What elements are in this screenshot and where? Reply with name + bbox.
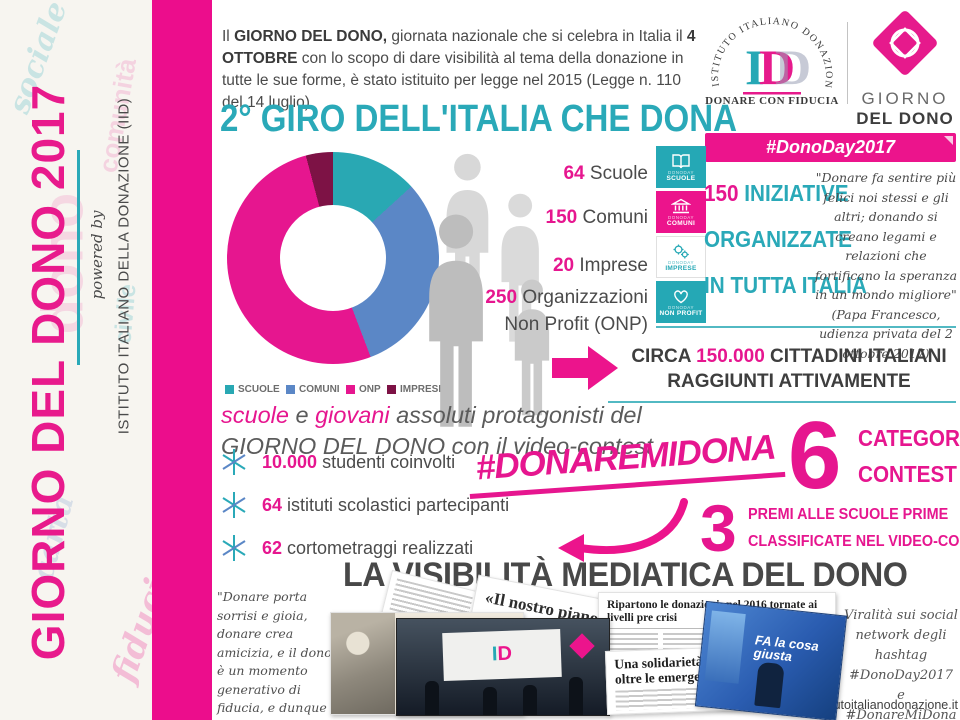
heart-icon [674, 289, 688, 303]
prizes-label-line2: CLASSIFICATE NEL VIDEO-CONTEST [748, 533, 960, 550]
gdd-logo-line1: GIORNO [861, 89, 949, 108]
badge-non-profit: DONODAY NON PROFIT [656, 281, 706, 323]
contest-label: CONTEST [858, 461, 957, 487]
book-icon [672, 153, 690, 168]
badge-comuni: DONODAY COMUNI [656, 191, 706, 233]
person-silhouette [523, 685, 537, 715]
asterisk-icon [222, 492, 246, 518]
chart-legend: SCUOLE COMUNI ONP IMPRESE [225, 384, 445, 395]
bullet-studenti: 10.000 studenti coinvolti [220, 448, 455, 476]
gdd-logo-line2: DEL DONO [856, 109, 954, 128]
legend-swatch [386, 385, 396, 394]
giorno-del-dono-logo: GIORNO DEL DONO [854, 8, 956, 129]
town-hall-icon [671, 198, 691, 213]
bullet-cortometraggi: 62 cortometraggi realizzati [220, 534, 473, 562]
family-silhouettes [429, 153, 550, 427]
person-silhouette [425, 681, 439, 715]
badge-top-label: DONODAY [668, 214, 694, 220]
legend-label: SCUOLE [238, 384, 280, 395]
categories-label: CATEGORIE [858, 425, 960, 451]
legend-item: ONP [345, 384, 381, 395]
iid-tagline: DONARE CON FIDUCIA [705, 95, 839, 107]
legend-item: IMPRESE [386, 384, 445, 395]
category-badges: DONODAY SCUOLE DONODAY COMUNI DONODAY IM… [656, 146, 706, 326]
video-contest-heading: scuole e giovani assoluti protagonisti d… [221, 402, 653, 459]
stat-imprese: 20 Imprese [552, 255, 648, 276]
tv-screenshot-stage: ID [396, 618, 610, 716]
badge-label: NON PROFIT [659, 309, 703, 317]
badge-scuole: DONODAY SCUOLE [656, 146, 706, 188]
donut-chart-hole [280, 205, 386, 311]
clipping-photo [331, 613, 395, 714]
sidebar: sociale comunità dono civile carta fiduc… [0, 0, 152, 720]
powered-by-label: powered by [88, 210, 106, 300]
donoday-ribbon: #DonoDay2017 [705, 133, 956, 162]
pink-accent-bar [152, 0, 212, 720]
organization-label: ISTITUTO ITALIANO DELLA DONAZIONE (IID) [115, 97, 133, 435]
arrow-right-icon [552, 346, 618, 390]
mattarella-quote-text: "Donare porta sorrisi e gioia, donare cr… [217, 589, 332, 720]
sidebar-divider-line [77, 150, 80, 365]
prizes-number: 3 [700, 491, 737, 565]
initiatives-block: 150 INIZIATIVE ORGANIZZATE IN TUTTA ITAL… [704, 180, 867, 298]
iid-monogram-i: I [745, 39, 764, 95]
logo-divider [847, 22, 848, 104]
legend-item: SCUOLE [225, 384, 280, 395]
prizes-label-line1: PREMI ALLE SCUOLE PRIME [748, 506, 949, 523]
main-title: 2° GIRO DELL'ITALIA CHE DONA [220, 98, 737, 140]
badge-top-label: DONODAY [668, 259, 694, 265]
legend-label: IMPRESE [399, 384, 445, 395]
categories-number: 6 [788, 402, 842, 509]
legend-label: ONP [358, 384, 381, 395]
separator-line [656, 326, 956, 328]
legend-label: COMUNI [299, 384, 340, 395]
reach-banner: CIRCA 150.000 CITTADINI ITALIANI RAGGIUN… [631, 346, 947, 392]
person-silhouette [569, 677, 583, 715]
social-virality-note: Viralità sui social network degli hashta… [844, 608, 958, 720]
stage-diamond-logo [569, 633, 595, 659]
iid-monogram-d: D [759, 39, 795, 95]
badge-label: SCUOLE [666, 174, 696, 182]
badge-imprese: DONODAY IMPRESE [656, 236, 706, 278]
tv-screenshot-talkshow: FA la cosa giusta [694, 600, 848, 720]
legend-item: COMUNI [286, 384, 340, 395]
stat-onp: 250 Organizzazioni Non Profit (ONP) [485, 287, 648, 335]
studio-screen [704, 610, 746, 684]
asterisk-icon [222, 449, 246, 475]
stat-comuni: 150 Comuni [545, 207, 648, 228]
person-silhouette [483, 687, 497, 715]
intro-paragraph: Il GIORNO DEL DONO, giornata nazionale c… [222, 27, 696, 111]
gears-icon [673, 244, 689, 258]
iid-monogram-d-shadow: D [775, 39, 811, 95]
pope-quote-attribution: (Papa Francesco, udienza privata del 2 o… [819, 306, 953, 361]
badge-label: IMPRESE [665, 264, 697, 272]
asterisk-icon [222, 535, 246, 561]
badge-top-label: DONODAY [668, 304, 694, 310]
watermark-word: fiducia [103, 552, 152, 688]
separator-line [608, 401, 956, 403]
curved-arrow-icon [558, 498, 688, 562]
legend-swatch [286, 385, 296, 394]
pope-quote: "Donare fa sentire più felici noi stessi… [812, 168, 960, 363]
seated-guest-silhouette [754, 661, 785, 709]
legend-swatch [225, 385, 234, 394]
pope-quote-text: "Donare fa sentire più felici noi stessi… [814, 170, 958, 302]
bullet-istituti: 64 istituti scolastici partecipanti [220, 491, 509, 519]
badge-top-label: DONODAY [668, 169, 694, 175]
stat-scuole: 64 Scuole [563, 163, 648, 184]
iid-logo: ISTITUTO ITALIANO DONAZIONE I D D [703, 8, 833, 95]
legend-swatch [345, 385, 355, 394]
giorno-del-dono-knot-icon [873, 11, 937, 75]
sidebar-title: GIORNO DEL DONO 2017 [22, 83, 74, 661]
badge-label: COMUNI [666, 219, 696, 227]
stage-backdrop: ID [442, 628, 562, 682]
mattarella-quote: "Donare porta sorrisi e gioia, donare cr… [217, 588, 341, 720]
